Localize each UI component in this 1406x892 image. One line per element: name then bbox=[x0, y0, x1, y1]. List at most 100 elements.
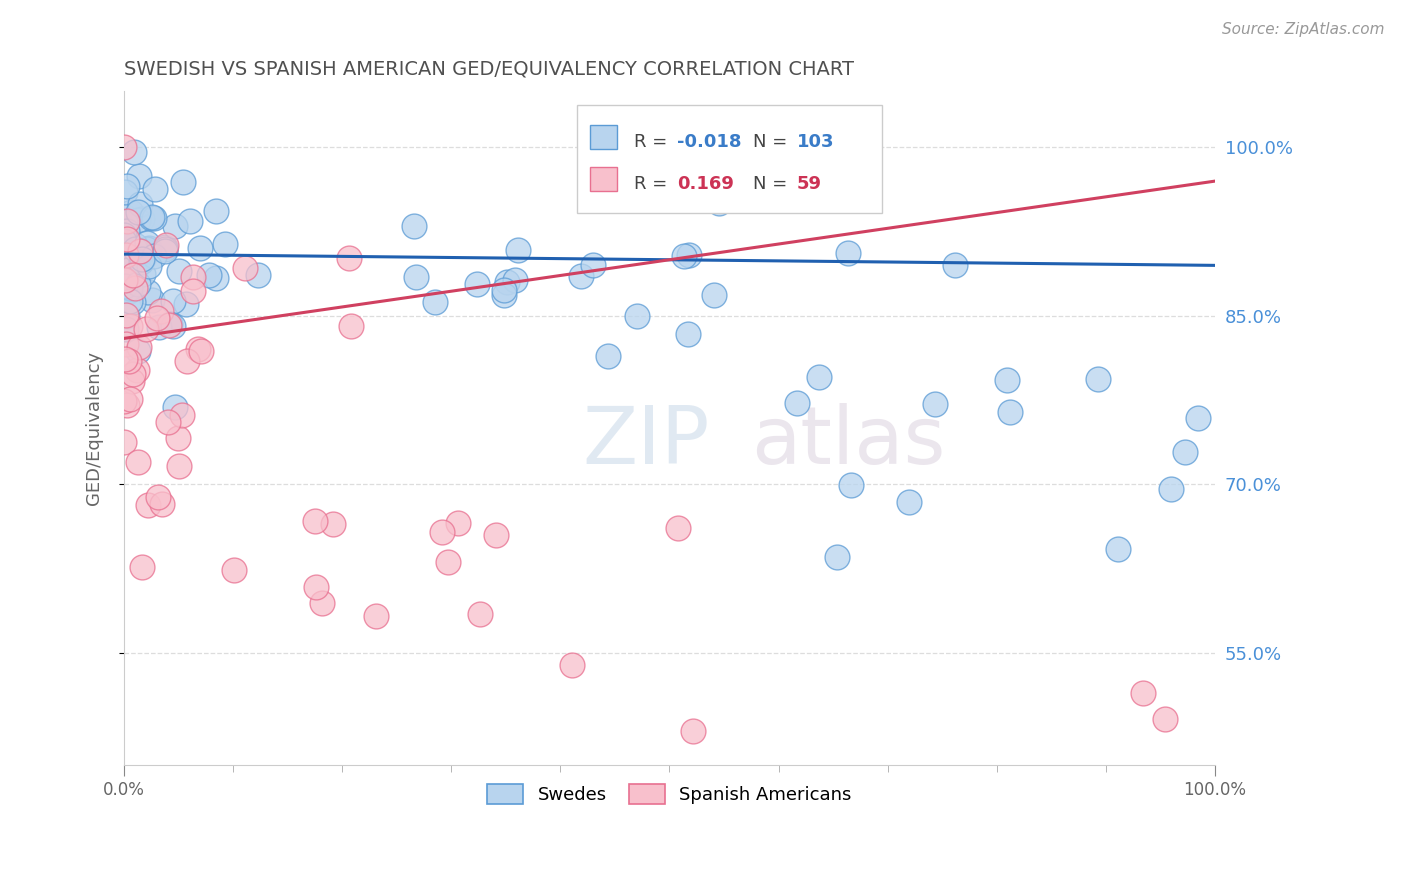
Point bbox=[143, 182, 166, 196]
Point bbox=[626, 309, 648, 323]
Point bbox=[115, 336, 138, 351]
Point bbox=[132, 267, 155, 281]
Point bbox=[945, 258, 967, 272]
Point bbox=[112, 393, 135, 408]
Point bbox=[305, 580, 328, 594]
Point bbox=[122, 145, 145, 160]
Point bbox=[114, 215, 136, 229]
Point bbox=[128, 197, 150, 211]
Point bbox=[117, 309, 139, 323]
Point bbox=[118, 281, 141, 295]
Point bbox=[114, 434, 136, 449]
Text: 103: 103 bbox=[797, 133, 835, 151]
Point bbox=[127, 277, 149, 291]
Point bbox=[142, 249, 165, 263]
Point bbox=[676, 327, 699, 342]
Text: Source: ZipAtlas.com: Source: ZipAtlas.com bbox=[1222, 22, 1385, 37]
Point bbox=[703, 288, 725, 302]
Text: N =: N = bbox=[754, 175, 793, 194]
Point bbox=[1187, 411, 1209, 425]
Point bbox=[127, 363, 149, 377]
Point bbox=[468, 607, 491, 622]
Text: atlas: atlas bbox=[751, 402, 946, 481]
Point bbox=[596, 349, 619, 363]
Point bbox=[122, 367, 145, 381]
Text: R =: R = bbox=[634, 175, 672, 194]
Point bbox=[157, 318, 180, 332]
Point bbox=[127, 455, 149, 469]
Point bbox=[492, 288, 515, 302]
Point bbox=[122, 268, 145, 282]
Point bbox=[142, 211, 165, 226]
Point bbox=[1160, 482, 1182, 496]
Point bbox=[322, 516, 344, 531]
Point bbox=[136, 242, 159, 256]
Point bbox=[174, 297, 197, 311]
Point bbox=[167, 458, 190, 473]
Point bbox=[131, 560, 153, 574]
Point bbox=[127, 343, 149, 358]
Point bbox=[155, 240, 177, 254]
Point bbox=[188, 241, 211, 255]
Point bbox=[436, 556, 458, 570]
FancyBboxPatch shape bbox=[591, 125, 617, 149]
Point bbox=[138, 241, 160, 255]
Point bbox=[117, 282, 139, 296]
Point bbox=[118, 354, 141, 368]
Point bbox=[162, 318, 184, 333]
Point bbox=[337, 251, 360, 265]
Point bbox=[246, 268, 269, 282]
Point bbox=[135, 322, 157, 336]
Point bbox=[121, 374, 143, 388]
Text: SWEDISH VS SPANISH AMERICAN GED/EQUIVALENCY CORRELATION CHART: SWEDISH VS SPANISH AMERICAN GED/EQUIVALE… bbox=[124, 60, 853, 78]
Point bbox=[124, 242, 146, 256]
Point bbox=[114, 247, 136, 261]
Point bbox=[128, 169, 150, 183]
Point bbox=[827, 549, 849, 564]
Point bbox=[1174, 445, 1197, 459]
Point bbox=[131, 252, 153, 267]
Point bbox=[837, 245, 859, 260]
Point bbox=[205, 271, 228, 285]
Point bbox=[503, 273, 526, 287]
Point bbox=[1132, 686, 1154, 700]
Point bbox=[447, 516, 470, 530]
Point bbox=[995, 373, 1018, 387]
Point bbox=[115, 232, 138, 246]
Point bbox=[146, 311, 169, 326]
Point bbox=[786, 396, 808, 410]
Point bbox=[112, 227, 135, 242]
Point bbox=[112, 250, 135, 264]
Point bbox=[167, 264, 190, 278]
Point bbox=[924, 397, 946, 411]
Point bbox=[1154, 712, 1177, 726]
Point bbox=[155, 238, 177, 252]
Point bbox=[148, 491, 170, 505]
Point bbox=[118, 284, 141, 298]
Point bbox=[485, 528, 508, 542]
Point bbox=[114, 273, 136, 287]
Point bbox=[672, 249, 695, 263]
Point bbox=[165, 400, 187, 414]
Point bbox=[190, 343, 212, 358]
Point bbox=[114, 309, 136, 323]
Point bbox=[666, 521, 689, 535]
Point bbox=[678, 248, 700, 262]
Point bbox=[508, 243, 530, 257]
Point bbox=[136, 285, 159, 299]
Point bbox=[120, 205, 142, 219]
Point bbox=[581, 259, 603, 273]
Point bbox=[136, 235, 159, 250]
Point bbox=[128, 340, 150, 354]
Text: -0.018: -0.018 bbox=[678, 133, 741, 151]
Point bbox=[561, 657, 583, 672]
Point bbox=[117, 179, 139, 194]
Point bbox=[148, 319, 170, 334]
Y-axis label: GED/Equivalency: GED/Equivalency bbox=[86, 351, 103, 505]
Point bbox=[181, 269, 204, 284]
Point bbox=[170, 409, 193, 423]
Point bbox=[183, 284, 205, 298]
Point bbox=[172, 174, 194, 188]
Point bbox=[340, 318, 363, 333]
Point bbox=[127, 205, 149, 219]
